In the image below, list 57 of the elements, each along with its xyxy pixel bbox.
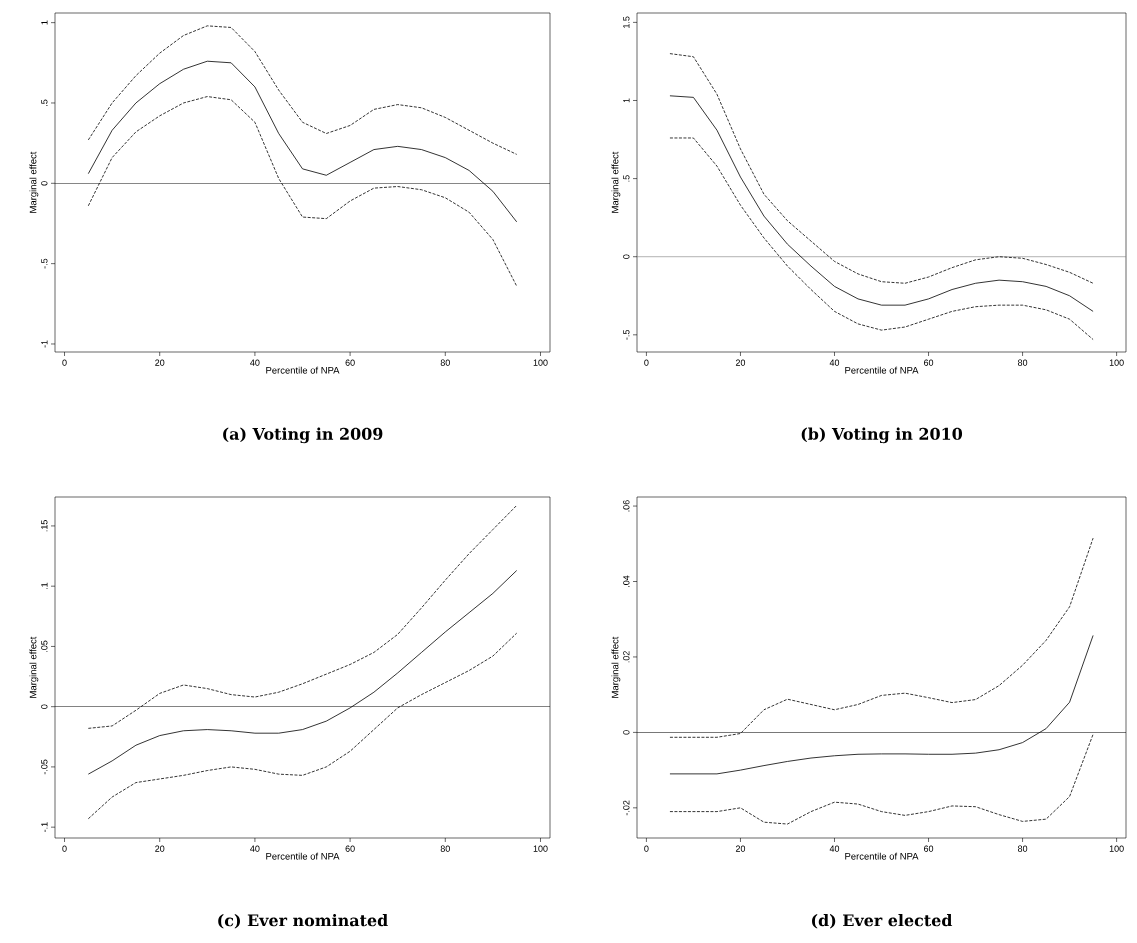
y-tick-label: 0 — [623, 730, 630, 735]
y-axis-title: Marginal effect — [611, 636, 621, 698]
x-axis-title: Percentile of NPA — [266, 852, 340, 860]
x-tick-label: 0 — [62, 845, 67, 852]
x-tick-label: 40 — [829, 845, 840, 852]
x-tick-label: 100 — [1109, 845, 1124, 852]
x-tick-label: 40 — [829, 359, 840, 366]
text: (c) Ever nominated — [218, 913, 388, 929]
x-tick-label: 80 — [440, 845, 450, 852]
y-tick-label: .5 — [41, 99, 48, 106]
x-tick-label: 60 — [924, 845, 934, 852]
y-tick-label: -.02 — [623, 800, 630, 816]
x-tick-label: 60 — [924, 359, 934, 366]
x-tick-label: 60 — [345, 845, 355, 852]
y-axis-title: Marginal effect — [29, 636, 39, 698]
x-tick-label: 100 — [533, 845, 548, 852]
y-axis-title: Marginal effect — [29, 151, 39, 213]
x-tick-label: 20 — [735, 359, 746, 366]
y-tick-label: 0 — [41, 181, 48, 186]
x-tick-label: 100 — [1109, 359, 1124, 366]
text: (a) Voting in 2009 — [223, 427, 383, 444]
y-tick-label: .15 — [41, 520, 48, 532]
x-tick-label: 0 — [644, 845, 649, 852]
x-axis-title: Percentile of NPA — [266, 366, 340, 374]
x-tick-label: 20 — [155, 359, 165, 366]
y-tick-label: 1.5 — [623, 16, 630, 28]
x-axis-title: Percentile of NPA — [845, 852, 919, 860]
y-tick-label: -.1 — [41, 822, 48, 832]
x-axis-title: Percentile of NPA — [845, 366, 919, 374]
x-tick-label: 40 — [250, 845, 260, 852]
x-tick-label: 100 — [533, 359, 548, 366]
x-tick-label: 20 — [735, 845, 746, 852]
y-tick-label: 0 — [623, 254, 630, 259]
y-tick-label: .06 — [623, 500, 630, 512]
y-axis-title: Marginal effect — [611, 151, 621, 213]
y-tick-label: .05 — [41, 640, 48, 652]
x-tick-label: 80 — [1017, 845, 1028, 852]
y-tick-label: -.5 — [41, 258, 48, 269]
y-tick-label: .1 — [41, 582, 48, 590]
y-tick-label: 0 — [41, 704, 48, 709]
y-tick-label: -.05 — [41, 759, 48, 775]
x-tick-label: 0 — [644, 359, 649, 366]
y-tick-label: .02 — [623, 651, 630, 663]
x-tick-label: 80 — [1017, 359, 1028, 366]
y-tick-label: -.5 — [623, 329, 630, 340]
x-tick-label: 80 — [440, 359, 450, 366]
y-tick-label: -1 — [41, 340, 48, 348]
y-tick-label: 1 — [623, 98, 630, 103]
text: (d) Ever elected — [812, 913, 953, 929]
text: (b) Voting in 2010 — [801, 427, 963, 444]
x-tick-label: 20 — [155, 845, 165, 852]
x-tick-label: 40 — [250, 359, 260, 366]
y-tick-label: .04 — [623, 575, 630, 587]
y-tick-label: 1 — [41, 20, 48, 25]
x-tick-label: 0 — [62, 359, 67, 366]
x-tick-label: 60 — [345, 359, 355, 366]
y-tick-label: .5 — [623, 175, 630, 182]
